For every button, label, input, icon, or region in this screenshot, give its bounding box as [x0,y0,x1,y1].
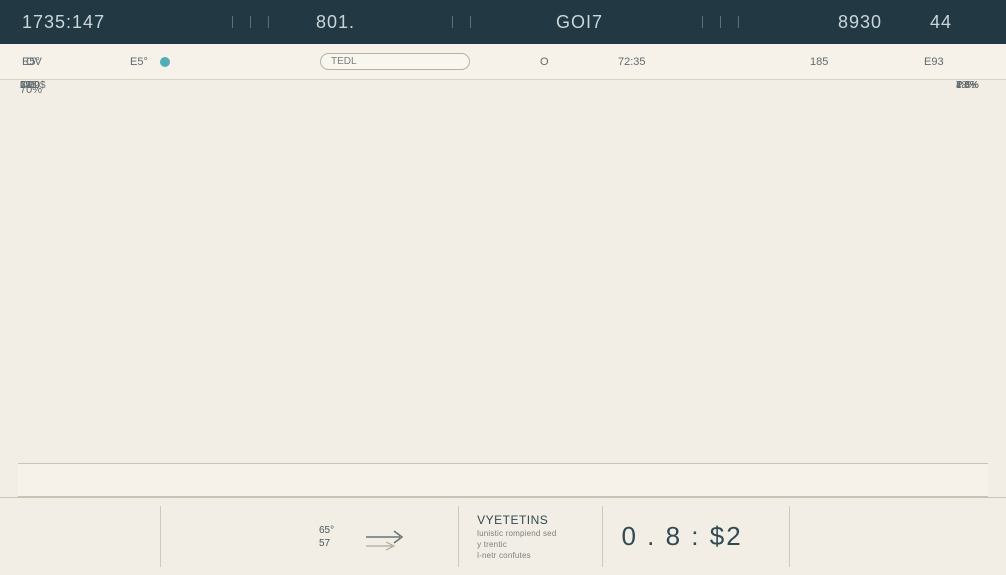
header-metric-1: 801. [316,12,355,33]
sparkline-chart [18,464,988,496]
big-number: 0 . 8 : $2 [621,521,742,552]
section-sub-3: l-netr confutes [477,551,556,560]
legend-dot [160,56,176,68]
header-metric-4: 44 [930,12,952,33]
filter-input[interactable]: TEDL [320,53,470,70]
divider [602,506,603,567]
main-chart [0,80,1006,460]
footer-arrows [362,522,412,552]
tab-6[interactable]: E5° [22,56,40,68]
footer-big-number: 0 . 8 : $2 [621,521,742,552]
footer-section: VYETETINS lunistic rompiend sed y trenti… [477,513,556,560]
tab-1[interactable]: E5° [130,56,148,68]
section-title: VYETETINS [477,513,556,527]
arrow-icon [362,522,412,552]
header-metric-0: 1735:147 [22,12,105,33]
subheader-row: OV E5° TEDL O 72:35 185 E93 E5° [0,44,1006,80]
header-bar: 1735:147 801. GOI7 8930 44 │ │ │ │ │ │ │… [0,0,1006,44]
small-label-bot: 57 [319,538,334,549]
header-tick-marks: │ │ │ [700,17,744,28]
footer-spark-1 [24,515,114,559]
divider [458,506,459,567]
header-metric-3: 8930 [838,12,882,33]
sparkline-strip [18,463,988,497]
header-tick-marks: │ │ │ [230,17,274,28]
tab-2[interactable]: O [540,56,549,68]
footer-spark-2 [179,515,309,559]
trend-icon [179,515,309,559]
divider [789,506,790,567]
header-tick-marks: │ │ [450,17,476,28]
divider [160,506,161,567]
tab-3[interactable]: 72:35 [618,56,646,68]
header-metric-2: GOI7 [556,12,603,33]
footer-bar: 65° 57 VYETETINS lunistic rompiend sed y… [0,497,1006,575]
small-label-top: 65° [319,525,334,536]
tab-5[interactable]: E93 [924,56,944,68]
chart-region: 70% 1·00$ 29.9 C9. 175 5L 78% P.8% 1.6% … [0,80,1006,460]
section-sub-1: lunistic rompiend sed [477,529,556,538]
footer-small-labels: 65° 57 [319,525,334,549]
tab-4[interactable]: 185 [810,56,828,68]
trend-icon [24,515,114,559]
section-sub-2: y trentic [477,540,556,549]
